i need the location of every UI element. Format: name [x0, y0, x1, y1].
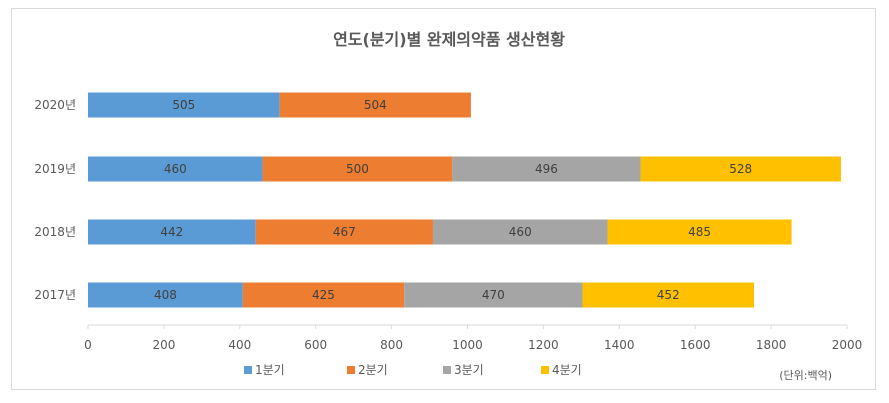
legend-label: 3분기 — [454, 363, 484, 377]
bars-group: 505 504 460 500 496 528 442 467 460 485 408 425 470 4… — [88, 92, 841, 308]
bar-segment — [242, 282, 405, 308]
legend-swatch — [541, 366, 549, 374]
legend-label: 2분기 — [358, 363, 388, 377]
data-label: 425 — [312, 288, 335, 302]
data-label: 504 — [364, 98, 387, 112]
legend-label: 4분기 — [552, 363, 582, 377]
x-tick-label: 2000 — [832, 338, 863, 352]
bar-segment — [255, 219, 433, 245]
data-label: 496 — [535, 162, 558, 176]
x-tick-label: 1600 — [680, 338, 711, 352]
data-label: 408 — [154, 288, 177, 302]
bar-segment — [262, 156, 453, 182]
chart-frame — [11, 8, 876, 390]
data-label: 452 — [657, 288, 680, 302]
data-label: 505 — [172, 98, 195, 112]
bar-segment — [88, 156, 263, 182]
x-tick-label: 400 — [228, 338, 251, 352]
x-tick-label: 800 — [380, 338, 403, 352]
x-tick-label: 600 — [304, 338, 327, 352]
bar-segment — [640, 156, 841, 182]
data-label: 528 — [729, 162, 752, 176]
data-label: 460 — [509, 225, 532, 239]
legend: 1분기 2분기 3분기 4분기 — [244, 363, 582, 377]
bar-segment — [432, 219, 608, 245]
category-label: 2017년 — [34, 288, 76, 302]
chart-title: 연도(분기)별 완제의약품 생산현황 — [333, 30, 565, 49]
category-label: 2020년 — [34, 98, 76, 112]
x-tick-label: 0 — [84, 338, 92, 352]
legend-swatch — [347, 366, 355, 374]
bar-segment — [404, 282, 583, 308]
bar-segment — [88, 219, 256, 245]
x-tick-label: 1800 — [756, 338, 787, 352]
data-label: 500 — [346, 162, 369, 176]
data-label: 460 — [164, 162, 187, 176]
category-label: 2018년 — [34, 225, 76, 239]
data-label: 467 — [333, 225, 356, 239]
x-tick-label: 1400 — [604, 338, 635, 352]
x-tick-label: 1000 — [452, 338, 483, 352]
category-label: 2019년 — [34, 162, 76, 176]
bar-segment — [88, 282, 243, 308]
bar-segment — [607, 219, 792, 245]
bar-segment — [88, 92, 280, 118]
data-label: 442 — [160, 225, 183, 239]
x-tick-label: 200 — [152, 338, 175, 352]
category-labels: 2020년 2019년 2018년 2017년 — [34, 98, 76, 302]
bar-segment — [452, 156, 641, 182]
bar-segment — [279, 92, 471, 118]
x-tick-label: 1200 — [528, 338, 559, 352]
legend-swatch — [443, 366, 451, 374]
legend-swatch — [244, 366, 252, 374]
legend-label: 1분기 — [255, 363, 285, 377]
x-axis: 0 200 400 600 800 1000 1200 1400 1600 1800 2000 — [84, 324, 863, 352]
data-label: 470 — [482, 288, 505, 302]
unit-note: (단위:백억) — [779, 369, 832, 382]
bar-segment — [582, 282, 755, 308]
data-label: 485 — [688, 225, 711, 239]
